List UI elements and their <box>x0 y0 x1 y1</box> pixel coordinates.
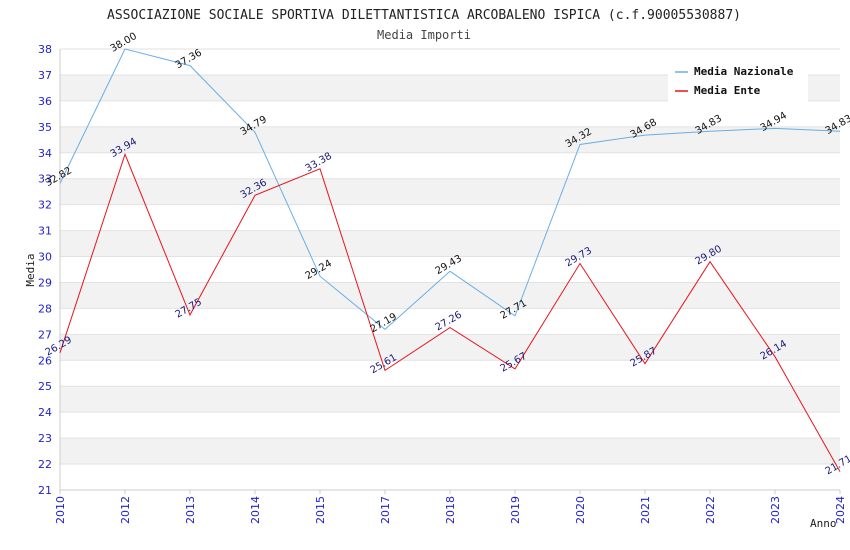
y-tick-label: 21 <box>38 484 52 497</box>
x-tick-label: 2022 <box>704 496 717 524</box>
y-tick-label: 29 <box>38 276 52 289</box>
grid-band <box>60 334 840 361</box>
grid-band <box>60 230 840 257</box>
y-tick-label: 23 <box>38 432 52 445</box>
series-line-ente <box>59 152 841 472</box>
series-line-nazionale <box>59 48 841 331</box>
y-tick-label: 22 <box>38 458 52 471</box>
y-tick-label: 24 <box>38 406 52 419</box>
grid-band <box>60 438 840 465</box>
data-label: 33.38 <box>304 151 334 175</box>
grid-bands <box>60 74 840 465</box>
y-tick-labels: 21 22 23 24 25 26 27 28 29 30 31 32 33 34 35 36 37 38 <box>38 43 52 497</box>
legend: Media Nazionale Media Ente <box>668 60 808 102</box>
x-tick-label: 2020 <box>574 496 587 524</box>
legend-label-ente: Media Ente <box>694 84 761 97</box>
legend-box <box>668 60 808 102</box>
x-tick-labels: 2010 2012 2013 2014 2015 2017 2018 2019 2020 2021… <box>54 490 847 524</box>
x-tick-label: 2015 <box>314 496 327 524</box>
y-tick-label: 25 <box>38 380 52 393</box>
y-tick-label: 36 <box>38 95 52 108</box>
x-tick-label: 2013 <box>184 496 197 524</box>
chart-subtitle: Media Importi <box>377 28 471 42</box>
y-tick-label: 38 <box>38 43 52 56</box>
x-tick-label: 2014 <box>249 496 262 524</box>
x-tick-label: 2012 <box>119 496 132 524</box>
x-tick-label: 2017 <box>379 496 392 524</box>
data-label: 27.26 <box>434 310 464 334</box>
legend-label-nazionale: Media Nazionale <box>694 65 794 78</box>
grid-band <box>60 178 840 205</box>
y-tick-label: 35 <box>38 121 52 134</box>
x-axis-label: Anno <box>810 517 837 530</box>
x-tick-label: 2018 <box>444 496 457 524</box>
y-tick-label: 31 <box>38 225 52 238</box>
grid-band <box>60 282 840 309</box>
y-axis-label: Media <box>24 253 37 286</box>
grid-band <box>60 386 840 413</box>
y-tick-label: 28 <box>38 302 52 315</box>
data-label: 27.19 <box>369 311 399 335</box>
data-label: 29.24 <box>304 258 334 282</box>
x-tick-label: 2023 <box>769 496 782 524</box>
x-tick-label: 2024 <box>834 496 847 524</box>
y-tick-label: 34 <box>38 147 52 160</box>
x-tick-label: 2019 <box>509 496 522 524</box>
data-label: 37.36 <box>174 48 204 72</box>
series-lines <box>59 48 841 472</box>
y-tick-label: 32 <box>38 199 52 212</box>
y-tick-label: 37 <box>38 69 52 82</box>
chart-title: ASSOCIAZIONE SOCIALE SPORTIVA DILETTANTI… <box>107 8 741 23</box>
y-tick-label: 27 <box>38 328 52 341</box>
x-tick-label: 2010 <box>54 496 67 524</box>
y-tick-label: 26 <box>38 354 52 367</box>
x-tick-label: 2021 <box>639 496 652 524</box>
y-tick-label: 30 <box>38 251 52 264</box>
y-tick-label: 33 <box>38 173 52 186</box>
